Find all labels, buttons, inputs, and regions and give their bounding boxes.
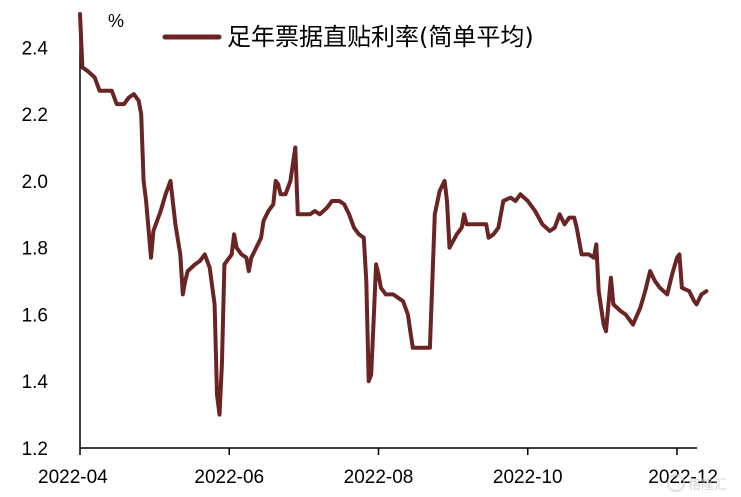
watermark-logo: 格隆汇	[667, 474, 727, 493]
x-tick-label: 2022-12	[648, 467, 718, 488]
x-tick-label: 2022-10	[493, 467, 563, 488]
y-tick-label: 1.6	[22, 305, 48, 326]
watermark-icon	[667, 474, 685, 492]
y-unit-label: %	[108, 11, 124, 31]
y-tick-label: 2.4	[22, 38, 49, 59]
y-tick-label: 1.2	[22, 439, 48, 460]
x-tick-label: 2022-04	[38, 467, 108, 488]
x-axis-ticks: 2022-04 2022-06 2022-08 2022-10 2022-12	[38, 448, 718, 488]
x-tick-label: 2022-08	[344, 467, 414, 488]
x-tick-label: 2022-06	[194, 467, 264, 488]
y-tick-label: 1.8	[22, 239, 48, 260]
y-tick-label: 2.0	[22, 172, 48, 193]
y-axis-ticks: 1.2 1.4 1.6 1.8 2.0 2.2 2.4	[22, 38, 49, 460]
watermark-text: 格隆汇	[688, 477, 727, 493]
y-tick-label: 1.4	[22, 372, 49, 393]
legend-label: 足年票据直贴利率(简单平均)	[227, 23, 534, 51]
y-tick-label: 2.2	[22, 105, 48, 126]
series-line	[78, 12, 709, 417]
